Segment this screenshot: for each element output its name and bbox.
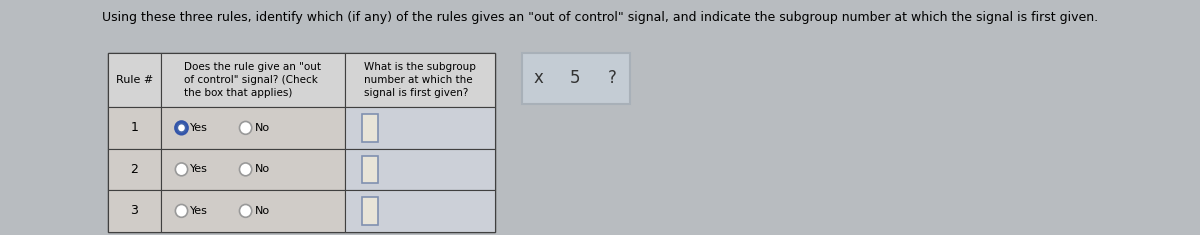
Bar <box>161 149 344 190</box>
Circle shape <box>175 121 187 134</box>
Text: Using these three rules, identify which (if any) of the rules gives an "out of c: Using these three rules, identify which … <box>102 11 1098 24</box>
Text: No: No <box>254 206 270 216</box>
Bar <box>344 53 496 107</box>
Bar <box>522 53 630 104</box>
Text: Rule #: Rule # <box>115 75 152 85</box>
Circle shape <box>240 163 252 176</box>
Bar <box>344 149 496 190</box>
Text: 2: 2 <box>131 163 138 176</box>
Bar <box>161 190 344 232</box>
Bar <box>108 149 161 190</box>
Bar <box>361 156 378 183</box>
Text: No: No <box>254 123 270 133</box>
Bar <box>108 190 161 232</box>
Text: 5: 5 <box>570 70 581 87</box>
Circle shape <box>240 204 252 217</box>
Circle shape <box>240 121 252 134</box>
Text: 1: 1 <box>131 121 138 134</box>
Bar <box>161 53 344 107</box>
Circle shape <box>175 204 187 217</box>
Text: x: x <box>534 70 544 87</box>
Bar <box>108 53 496 232</box>
Bar <box>344 190 496 232</box>
Bar <box>361 197 378 225</box>
Circle shape <box>175 163 187 176</box>
Text: Yes: Yes <box>191 123 209 133</box>
Circle shape <box>178 124 185 131</box>
Bar <box>108 107 161 149</box>
Text: 3: 3 <box>131 204 138 217</box>
Text: No: No <box>254 164 270 174</box>
Text: Yes: Yes <box>191 164 209 174</box>
Bar <box>108 53 161 107</box>
Bar <box>161 107 344 149</box>
Bar <box>344 107 496 149</box>
Text: Yes: Yes <box>191 206 209 216</box>
Text: ?: ? <box>608 70 617 87</box>
Bar <box>361 114 378 142</box>
Text: What is the subgroup
number at which the
signal is first given?: What is the subgroup number at which the… <box>364 62 476 98</box>
Text: Does the rule give an "out
of control" signal? (Check
the box that applies): Does the rule give an "out of control" s… <box>184 62 322 98</box>
